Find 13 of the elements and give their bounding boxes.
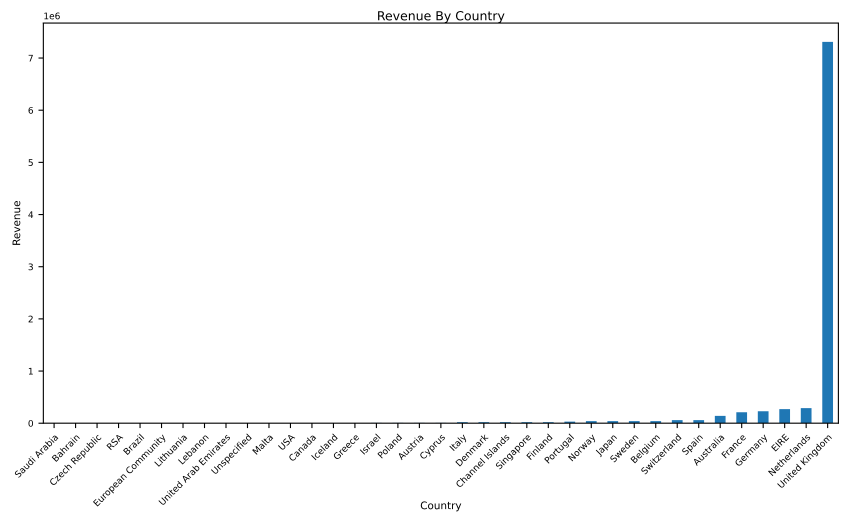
- y-tick-label: 0: [28, 420, 34, 427]
- text: 1e6: [44, 12, 60, 20]
- y-tick-label: 5: [28, 159, 33, 166]
- chart-title: Revenue By Country: [378, 11, 505, 23]
- x-axis-title: Country: [420, 501, 462, 512]
- y-tick-label: 1: [28, 368, 33, 374]
- x-tick-label: RSA: [106, 433, 124, 450]
- y-tick-label: 2: [28, 316, 33, 322]
- y-axis-title: Revenue: [12, 201, 20, 245]
- y-tick-label: 7: [28, 54, 33, 62]
- y-tick-label: 4: [28, 211, 34, 218]
- y-tick-label: 3: [28, 263, 33, 270]
- y-tick-label: 6: [28, 106, 34, 114]
